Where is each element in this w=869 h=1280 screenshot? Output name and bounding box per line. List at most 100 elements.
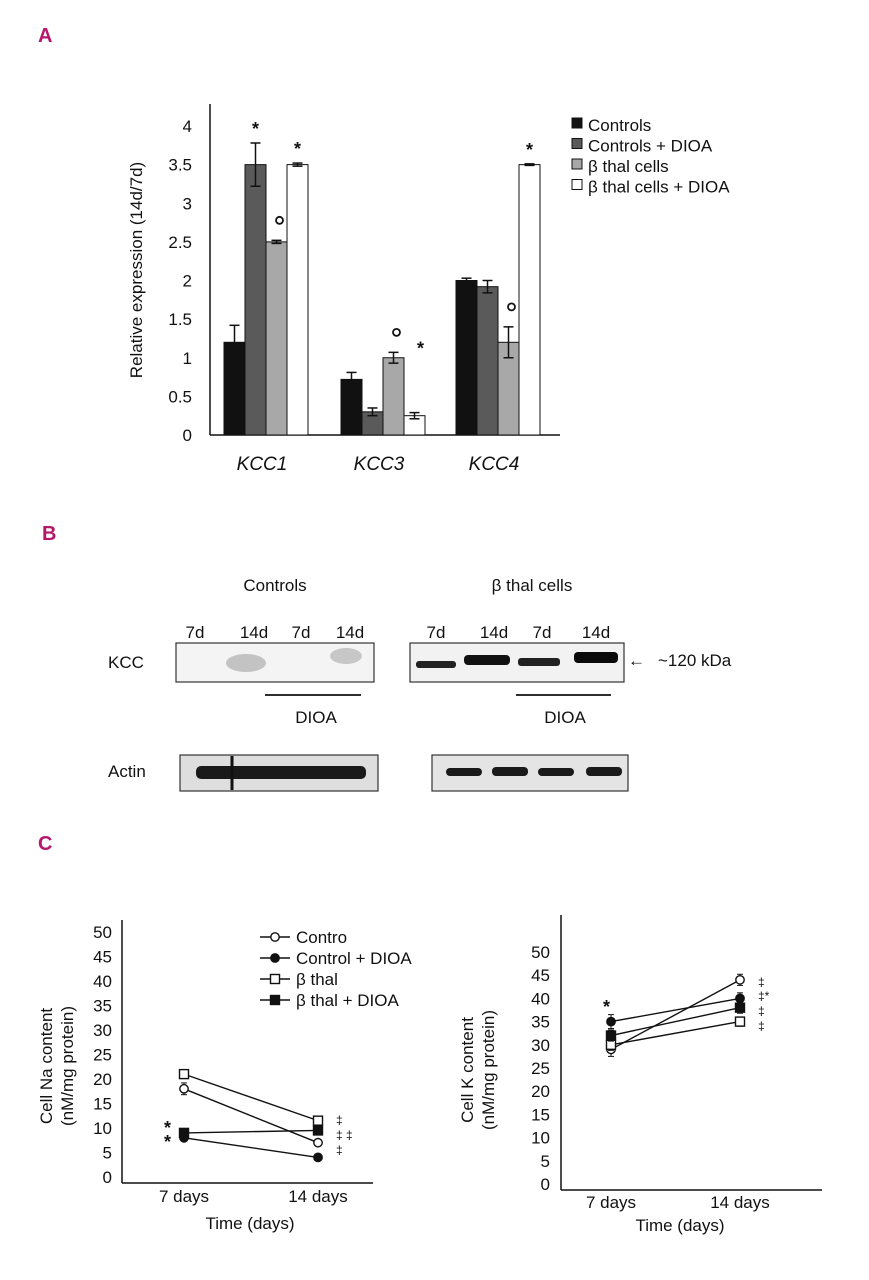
y-tick-label: 30	[93, 1021, 112, 1040]
y-tick-label: 1	[183, 349, 192, 368]
lane-label: 7d	[533, 623, 552, 642]
sig-mark: ‡	[336, 1143, 343, 1157]
filled-square-marker	[269, 994, 281, 1006]
y-tick-label: 1.5	[168, 310, 192, 329]
group-label-controls: Controls	[243, 576, 306, 595]
band	[446, 768, 482, 776]
y-tick-label: 0	[103, 1168, 112, 1187]
sig-mark: ‡	[758, 1019, 765, 1033]
legend-swatch	[571, 138, 583, 149]
open-square-marker	[605, 1039, 617, 1051]
legend: Contro Control + DIOA β thal β thal + DIOA	[260, 928, 412, 1010]
series-line-3	[183, 1129, 319, 1134]
row-label-actin: Actin	[108, 762, 146, 781]
legend-swatch	[571, 117, 583, 129]
filled-circle-marker	[270, 953, 280, 963]
filled-circle-marker	[735, 993, 745, 1004]
bar-kcc1-series-3	[286, 164, 309, 436]
open-circle-marker	[179, 1083, 189, 1094]
x-category-label: 14 days	[288, 1187, 348, 1206]
legend-label: β thal cells + DIOA	[588, 178, 730, 197]
lane-label: 14d	[240, 623, 268, 642]
band	[196, 766, 366, 779]
x-category-label: KCC4	[469, 454, 520, 475]
x-axis-label: Time (days)	[635, 1216, 724, 1235]
y-tick-label: 20	[531, 1082, 550, 1101]
x-category-label: 7 days	[159, 1187, 209, 1206]
band	[492, 767, 528, 776]
y-tick-label: 40	[93, 972, 112, 991]
x-category-label: 7 days	[586, 1193, 636, 1212]
x-category-label: KCC1	[237, 454, 288, 475]
y-tick-label: 25	[93, 1046, 112, 1065]
y-tick-label: 5	[541, 1152, 550, 1171]
significance-circle	[275, 215, 284, 225]
line-chart-cell-na: 0 5 10 15 20 25 30 35 40 45 50 7 days 14 days Cell …	[37, 920, 412, 1233]
y-tick-label: 25	[531, 1059, 550, 1078]
open-square-marker	[734, 1016, 746, 1027]
y-tick-label: 0	[183, 426, 192, 445]
marker-arrow: ←	[628, 651, 645, 670]
open-circle-marker	[313, 1137, 323, 1148]
y-tick-label: 45	[531, 966, 550, 985]
legend-label: Control + DIOA	[296, 949, 412, 968]
treatment-label: DIOA	[544, 708, 586, 727]
bar-kcc4-series-3	[518, 164, 541, 436]
panel-label-a: A	[38, 25, 52, 47]
x-axis-label: Time (days)	[205, 1214, 294, 1233]
marker-label: ~120 kDa	[658, 651, 732, 670]
y-axis-label: Relative expression (14d/7d)	[127, 162, 146, 378]
band	[464, 655, 510, 665]
x-category-label: KCC3	[354, 454, 405, 475]
open-square-marker	[312, 1115, 324, 1126]
sig-mark: *	[603, 997, 610, 1017]
band	[538, 768, 574, 776]
band	[226, 654, 266, 672]
y-axis-label-units: (nM/mg protein)	[479, 1010, 498, 1130]
sig-mark: ‡	[336, 1113, 343, 1127]
significance-asterisk: *	[526, 140, 533, 160]
significance-circle	[507, 302, 516, 312]
y-axis-label: Cell Na content	[37, 1008, 56, 1125]
y-tick-label: 35	[531, 1013, 550, 1032]
legend-label: β thal + DIOA	[296, 991, 400, 1010]
y-tick-label: 3	[183, 194, 192, 213]
panel-label-c: C	[38, 833, 52, 855]
significance-asterisk: *	[417, 339, 424, 359]
bar-kcc1-series-1	[244, 164, 267, 436]
legend-swatch	[571, 179, 583, 190]
series-line-1	[183, 1137, 319, 1159]
sig-mark: ‡ ‡	[336, 1128, 353, 1142]
y-tick-label: 30	[531, 1036, 550, 1055]
legend-swatch	[571, 158, 583, 170]
lane-label: 14d	[336, 623, 364, 642]
bar-kcc4-series-1	[476, 286, 499, 436]
y-tick-label: 45	[93, 948, 112, 967]
legend-label: Controls + DIOA	[588, 137, 713, 156]
y-tick-label: 35	[93, 997, 112, 1016]
sig-mark: *	[164, 1118, 171, 1138]
y-tick-label: 10	[531, 1129, 550, 1148]
open-circle-marker	[270, 932, 280, 942]
legend-label: β thal cells	[588, 157, 669, 176]
treatment-label: DIOA	[295, 708, 337, 727]
series-line-3	[610, 1006, 741, 1037]
lane-label: 14d	[582, 623, 610, 642]
significance-circle	[392, 327, 401, 337]
series-line-2	[183, 1073, 319, 1122]
legend-label: Controls	[588, 116, 651, 135]
significance-asterisk: *	[252, 119, 259, 139]
lane-label: 7d	[292, 623, 311, 642]
y-tick-label: 40	[531, 989, 550, 1008]
y-axis-label: Cell K content	[458, 1017, 477, 1123]
legend-label: β thal	[296, 970, 338, 989]
band	[416, 661, 456, 668]
sig-mark: ‡	[758, 975, 765, 989]
band	[574, 652, 618, 663]
open-circle-marker	[735, 974, 745, 985]
filled-circle-marker	[313, 1152, 323, 1163]
lane-label: 7d	[427, 623, 446, 642]
y-axis-label-units: (nM/mg protein)	[58, 1006, 77, 1126]
x-category-label: 14 days	[710, 1193, 770, 1212]
